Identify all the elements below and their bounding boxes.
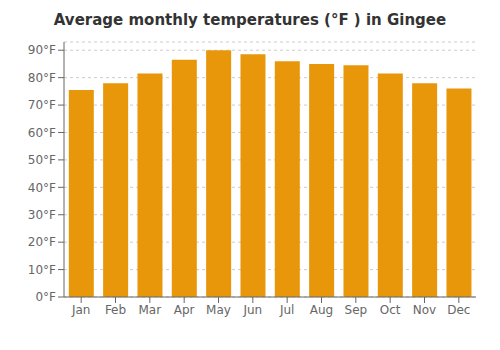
- svg-text:50°F: 50°F: [28, 153, 56, 167]
- svg-text:Aug: Aug: [310, 303, 333, 317]
- svg-text:Oct: Oct: [380, 303, 401, 317]
- svg-text:Mar: Mar: [139, 303, 162, 317]
- svg-text:May: May: [206, 303, 231, 317]
- svg-text:70°F: 70°F: [28, 98, 56, 112]
- svg-text:Nov: Nov: [413, 303, 436, 317]
- svg-text:10°F: 10°F: [28, 263, 56, 277]
- svg-text:30°F: 30°F: [28, 208, 56, 222]
- svg-text:0°F: 0°F: [35, 290, 56, 304]
- svg-text:80°F: 80°F: [28, 71, 56, 85]
- svg-text:Jul: Jul: [279, 303, 294, 317]
- html-text:Average monthly temperatures (: Average monthly temperatures (°F ) in Gi…: [53, 11, 447, 29]
- svg-text:Jan: Jan: [71, 303, 91, 317]
- svg-text:Dec: Dec: [447, 303, 470, 317]
- svg-text:Apr: Apr: [174, 303, 195, 317]
- svg-text:Feb: Feb: [105, 303, 126, 317]
- svg-text:Sep: Sep: [345, 303, 368, 317]
- svg-text:90°F: 90°F: [28, 43, 56, 57]
- svg-text:Jun: Jun: [242, 303, 262, 317]
- svg-text:40°F: 40°F: [28, 181, 56, 195]
- svg-text:20°F: 20°F: [28, 235, 56, 249]
- svg-text:60°F: 60°F: [28, 126, 56, 140]
